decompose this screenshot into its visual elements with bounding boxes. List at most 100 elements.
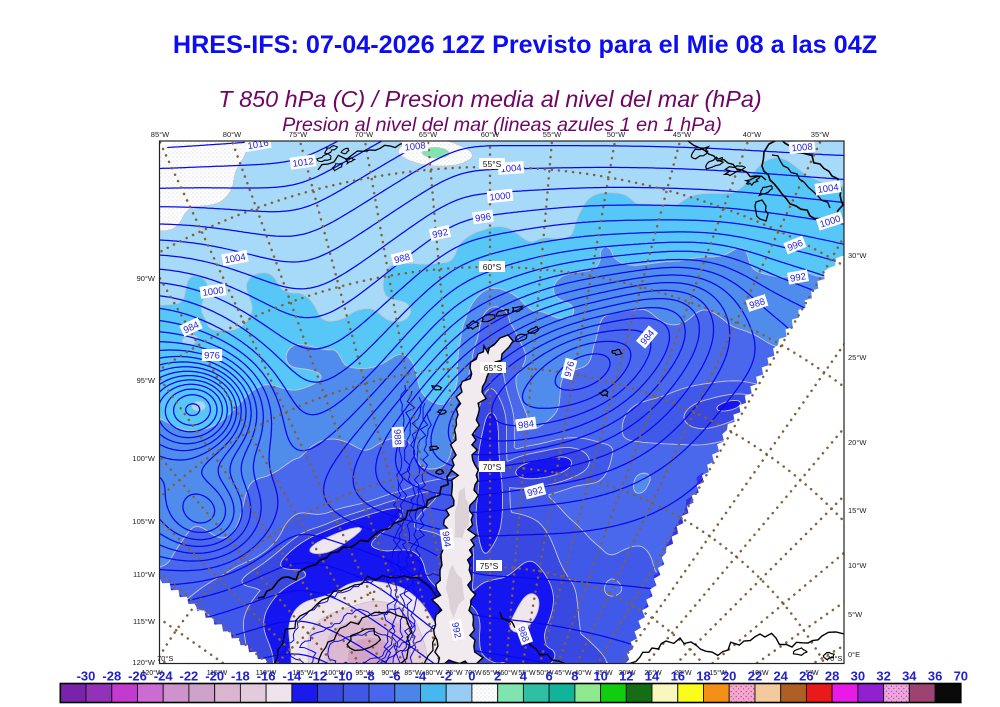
svg-text:100°W: 100°W — [324, 669, 345, 677]
svg-text:984: 984 — [439, 531, 452, 548]
svg-text:16: 16 — [671, 669, 685, 684]
svg-text:120°W: 120°W — [141, 669, 162, 677]
svg-text:992: 992 — [449, 621, 463, 639]
svg-text:80°W: 80°W — [425, 669, 443, 677]
svg-text:105°W: 105°W — [132, 517, 156, 526]
svg-text:-18: -18 — [231, 669, 250, 684]
svg-text:-10: -10 — [334, 669, 353, 684]
svg-text:1004: 1004 — [224, 252, 247, 267]
svg-text:90°W: 90°W — [137, 274, 156, 283]
svg-text:976: 976 — [204, 351, 220, 362]
svg-text:100°W: 100°W — [132, 454, 156, 463]
svg-text:4: 4 — [520, 669, 528, 684]
svg-text:55°W: 55°W — [518, 669, 536, 677]
svg-text:70°S: 70°S — [483, 462, 502, 472]
svg-text:8: 8 — [571, 669, 578, 684]
svg-text:1008: 1008 — [791, 142, 813, 155]
svg-text:HRES-IFS: 07-04-2026 12Z Previ: HRES-IFS: 07-04-2026 12Z Previsto para e… — [173, 31, 877, 59]
svg-text:40°W: 40°W — [574, 669, 592, 677]
svg-text:-24: -24 — [154, 669, 174, 684]
svg-text:-8: -8 — [363, 669, 375, 684]
svg-text:-6: -6 — [389, 669, 401, 684]
svg-text:1004: 1004 — [500, 163, 522, 175]
svg-text:32: 32 — [876, 669, 890, 684]
svg-text:90°W: 90°W — [381, 669, 399, 677]
svg-text:60°S: 60°S — [483, 262, 502, 272]
svg-text:30°W: 30°W — [618, 669, 636, 677]
svg-text:14: 14 — [645, 669, 660, 684]
svg-text:-2: -2 — [440, 669, 452, 684]
svg-text:984: 984 — [518, 418, 535, 431]
svg-text:-14: -14 — [283, 669, 303, 684]
svg-text:55°W: 55°W — [543, 130, 562, 139]
svg-text:26: 26 — [799, 669, 813, 684]
svg-text:-16: -16 — [257, 669, 276, 684]
svg-text:-20: -20 — [205, 669, 224, 684]
svg-text:22: 22 — [748, 669, 762, 684]
svg-text:-12: -12 — [308, 669, 327, 684]
svg-text:50°W: 50°W — [607, 130, 626, 139]
svg-text:1012: 1012 — [292, 156, 314, 170]
svg-text:70°W: 70°W — [464, 669, 482, 677]
svg-text:110°W: 110°W — [133, 570, 156, 579]
svg-text:988: 988 — [748, 296, 766, 311]
svg-text:2: 2 — [494, 669, 501, 684]
svg-text:992: 992 — [526, 485, 544, 500]
svg-text:110°W: 110°W — [256, 669, 277, 677]
svg-text:988: 988 — [391, 429, 403, 445]
svg-text:20°W: 20°W — [674, 669, 692, 677]
svg-text:70°W: 70°W — [355, 130, 374, 139]
svg-text:75°S: 75°S — [480, 561, 499, 571]
svg-text:-30: -30 — [77, 669, 96, 684]
svg-text:70°S: 70°S — [826, 654, 842, 663]
svg-text:10: 10 — [593, 669, 607, 684]
svg-text:75°W: 75°W — [445, 669, 463, 677]
svg-text:12: 12 — [619, 669, 633, 684]
svg-text:1008: 1008 — [404, 140, 426, 153]
svg-text:992: 992 — [789, 271, 807, 285]
svg-text:80°W: 80°W — [223, 130, 242, 139]
svg-text:15°W: 15°W — [709, 669, 727, 677]
svg-text:10°W: 10°W — [751, 669, 769, 677]
svg-text:0°E: 0°E — [848, 650, 860, 659]
svg-text:95°W: 95°W — [355, 669, 373, 677]
svg-text:35°W: 35°W — [595, 669, 613, 677]
svg-text:1004: 1004 — [817, 182, 839, 196]
svg-text:30: 30 — [851, 669, 865, 684]
svg-text:25°W: 25°W — [848, 353, 867, 362]
svg-text:18: 18 — [696, 669, 710, 684]
svg-text:5°W: 5°W — [805, 669, 819, 677]
svg-text:36: 36 — [928, 669, 942, 684]
svg-text:65°W: 65°W — [482, 669, 500, 677]
svg-text:996: 996 — [475, 211, 492, 224]
svg-text:976: 976 — [563, 360, 578, 378]
svg-text:30°W: 30°W — [848, 251, 867, 260]
svg-text:25°W: 25°W — [644, 669, 662, 677]
svg-text:-26: -26 — [128, 669, 147, 684]
svg-text:5°W: 5°W — [848, 610, 863, 619]
svg-text:6: 6 — [545, 669, 552, 684]
svg-text:85°W: 85°W — [404, 669, 422, 677]
svg-text:1000: 1000 — [202, 285, 224, 299]
svg-text:-22: -22 — [180, 669, 199, 684]
svg-text:-4: -4 — [415, 669, 427, 684]
svg-text:60°W: 60°W — [481, 130, 500, 139]
svg-text:70°S: 70°S — [157, 654, 173, 663]
svg-text:1000: 1000 — [489, 190, 511, 203]
svg-text:28: 28 — [825, 669, 839, 684]
svg-text:40°W: 40°W — [743, 130, 762, 139]
svg-text:988: 988 — [393, 252, 411, 267]
svg-text:34: 34 — [902, 669, 917, 684]
svg-text:988: 988 — [515, 625, 531, 644]
svg-text:45°W: 45°W — [554, 669, 572, 677]
svg-text:T 850 hPa (C) / Presion media: T 850 hPa (C) / Presion media al nivel d… — [218, 86, 761, 112]
svg-text:992: 992 — [431, 227, 449, 241]
svg-text:95°W: 95°W — [137, 376, 156, 385]
svg-text:65°S: 65°S — [484, 363, 503, 373]
svg-text:120°W: 120°W — [132, 658, 156, 667]
svg-text:1016: 1016 — [247, 138, 270, 153]
svg-text:55°S: 55°S — [483, 159, 502, 169]
svg-text:75°W: 75°W — [289, 130, 308, 139]
svg-text:50°W: 50°W — [536, 669, 554, 677]
svg-text:115°W: 115°W — [207, 669, 228, 677]
